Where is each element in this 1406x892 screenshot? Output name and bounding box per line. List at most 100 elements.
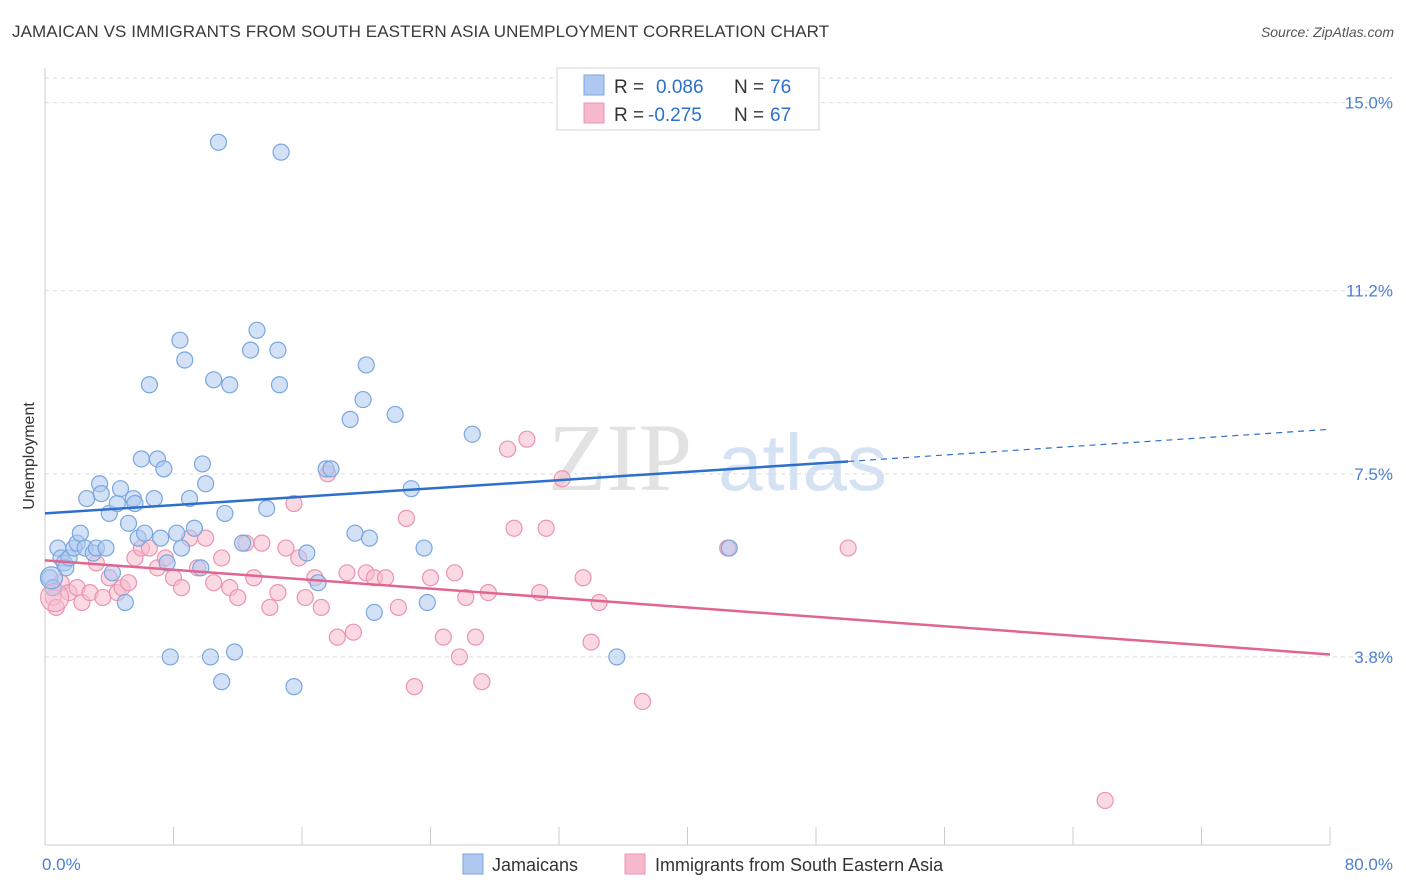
jamaican-point [269, 341, 287, 359]
jamaican-point [201, 648, 220, 666]
sea-point [473, 673, 491, 691]
jamaican-point [357, 356, 375, 374]
sea-point [457, 588, 475, 607]
axes: 3.8% 7.5% 11.2% 15.0% 0.0% 80.0% [42, 68, 1393, 874]
jamaican-point [97, 539, 115, 557]
bottom-legend-swatch-jamaicans [462, 853, 484, 875]
jamaican-point [360, 529, 379, 547]
jamaican-point [161, 648, 179, 666]
y-tick-label: 7.5% [1354, 465, 1393, 484]
sea-point [537, 519, 555, 537]
sea-point [839, 539, 857, 557]
jamaican-point [193, 455, 212, 473]
jamaican-point [71, 524, 89, 542]
sea-point [277, 539, 295, 557]
jamaican-point [322, 460, 340, 478]
sea-point [94, 588, 112, 607]
jamaican-point [132, 450, 150, 468]
jamaican-point [171, 331, 189, 349]
sea-point [229, 588, 247, 607]
jamaican-point [386, 405, 404, 424]
jamaican-point [39, 566, 64, 590]
watermark-zip: ZIP [548, 404, 692, 511]
bottom-legend-label-sea: Immigrants from South Eastern Asia [655, 855, 944, 875]
jamaican-point [92, 485, 110, 503]
jamaican-point [418, 593, 436, 612]
jamaican-point [155, 460, 173, 478]
jamaican-point [197, 475, 215, 493]
jamaican-point [225, 643, 244, 661]
jamaican-point [116, 593, 134, 612]
legend-swatch-jamaicans [583, 74, 605, 96]
x-tick-label: 0.0% [42, 855, 81, 874]
jamaican-point [145, 489, 163, 508]
jamaican-point [135, 524, 154, 542]
grid-lines [45, 77, 1392, 658]
sea-point [434, 628, 452, 646]
sea-point [261, 598, 279, 617]
jamaican-point [221, 376, 239, 394]
legend-n-label-1: N = [734, 77, 764, 98]
legend-r-value-1: 0.086 [656, 77, 704, 98]
legend-r-value-2: -0.275 [648, 105, 702, 126]
jamaican-point [111, 480, 130, 498]
sea-point [445, 564, 464, 582]
jamaican-point [176, 351, 194, 369]
jamaican-point [365, 603, 383, 621]
trend-lines [44, 428, 1331, 656]
jamaican-point [608, 648, 626, 666]
sea-point [499, 440, 517, 458]
jamaican-point [158, 554, 176, 572]
sea-point [119, 574, 138, 592]
jamaican-point [272, 143, 290, 161]
jamaican-point [140, 376, 159, 394]
sea-point [405, 678, 424, 696]
sea-point [389, 598, 407, 617]
jamaican-point [185, 519, 203, 537]
sea-point [285, 494, 303, 513]
jamaican-point [285, 678, 303, 696]
jamaican-point [233, 534, 252, 552]
sea-point [1096, 791, 1114, 810]
correlation-legend: R = 0.086 N = 76 R = -0.275 N = 67 [556, 67, 820, 131]
sea-point [197, 529, 215, 547]
sea-point [338, 564, 356, 582]
jamaican-point [270, 376, 289, 394]
sea-point [328, 628, 346, 646]
jamaican-point [103, 564, 122, 582]
jamaican-trend-extension [848, 428, 1331, 463]
chart-title: JAMAICAN VS IMMIGRANTS FROM SOUTH EASTER… [12, 22, 830, 41]
jamaican-point [152, 529, 170, 547]
jamaican-point [168, 524, 186, 542]
sea-point [253, 534, 271, 552]
bottom-legend-label-jamaicans: Jamaicans [492, 855, 578, 875]
y-axis-label: Unemployment [21, 402, 38, 510]
x-tick-label: 80.0% [1345, 855, 1393, 874]
jamaican-point [415, 539, 433, 557]
jamaican-point [172, 539, 191, 557]
sea-point [450, 648, 469, 666]
sea-point [205, 574, 223, 592]
jamaican-point [78, 489, 96, 508]
sea-point [269, 583, 287, 602]
y-tick-label: 3.8% [1354, 648, 1393, 667]
sea-point [213, 549, 231, 567]
sea-point [344, 623, 362, 641]
jamaican-point [242, 341, 260, 359]
legend-r-label-2: R = [614, 105, 644, 126]
sea-point [505, 519, 523, 537]
jamaican-point [341, 410, 359, 428]
sea-point [172, 579, 191, 597]
legend-n-value-2: 67 [770, 105, 791, 126]
source-credit: Source: ZipAtlas.com [1260, 24, 1394, 40]
sea-point [312, 598, 330, 617]
sea-point [245, 569, 263, 587]
jamaican-point [720, 539, 738, 557]
sea-point [397, 509, 416, 527]
sea-point [466, 628, 485, 646]
y-tick-label: 11.2% [1346, 282, 1393, 301]
sea-point [518, 430, 536, 448]
legend-n-value-1: 76 [770, 77, 791, 98]
jamaican-point [216, 504, 234, 523]
